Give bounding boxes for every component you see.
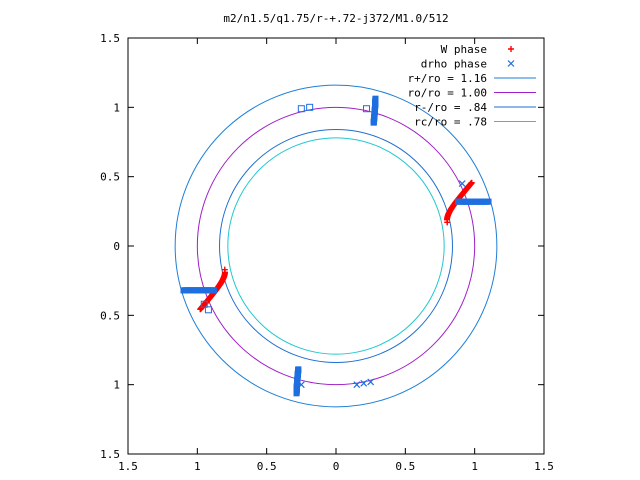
y-tick-label: 0: [113, 240, 120, 253]
legend-label: drho phase: [421, 58, 487, 71]
cross-point: [367, 378, 375, 386]
cross-point: [360, 379, 368, 387]
x-tick-label: 1.5: [534, 460, 554, 473]
y-tick-label: 1.5: [100, 32, 120, 45]
chart-title: m2/n1.5/q1.75/r-+.72-j372/M1.0/512: [223, 12, 448, 25]
plus-point: [508, 46, 514, 52]
reference-circle: [219, 129, 453, 363]
square-point: [372, 95, 379, 102]
x-tick-label: 0.5: [257, 460, 277, 473]
cross-point: [297, 381, 305, 389]
legend-label: rc/ro = .78: [414, 116, 487, 129]
cross-point: [458, 180, 466, 188]
y-tick-label: 1.5: [100, 448, 120, 461]
cross-point: [353, 381, 361, 389]
square-point: [485, 198, 492, 205]
legend-label: r+/ro = 1.16: [408, 72, 487, 85]
x-tick-label: 1: [194, 460, 201, 473]
reference-circle: [196, 106, 476, 386]
legend-label: r-/ro = .84: [414, 101, 487, 114]
square-point: [293, 390, 300, 397]
cross-point: [507, 60, 515, 67]
axis-ticks: 1.5 1 0.5 0 0.5 1 1.51.510.500.511.5: [100, 32, 554, 473]
square-point: [306, 103, 314, 111]
x-tick-label: 0: [333, 460, 340, 473]
reference-circle: [227, 137, 445, 355]
square-point: [363, 105, 371, 113]
y-tick-label: 0.5: [100, 171, 120, 184]
y-tick-label: 1: [113, 379, 120, 392]
legend-label: ro/ro = 1.00: [408, 87, 487, 100]
square-point: [210, 287, 217, 294]
y-tick-label: 0.5: [100, 309, 120, 322]
square-point: [200, 300, 208, 308]
square-point: [297, 105, 305, 113]
legend-label: W phase: [441, 43, 487, 56]
plus-point: [197, 306, 204, 313]
x-tick-label: 0.5: [395, 460, 415, 473]
plus-point: [468, 179, 475, 186]
plot-marks: [174, 84, 498, 408]
square-point: [204, 306, 212, 314]
reference-circle: [174, 84, 498, 408]
x-tick-label: 1: [471, 460, 478, 473]
x-tick-label: 1.5: [118, 460, 138, 473]
y-tick-label: 1: [113, 101, 120, 114]
